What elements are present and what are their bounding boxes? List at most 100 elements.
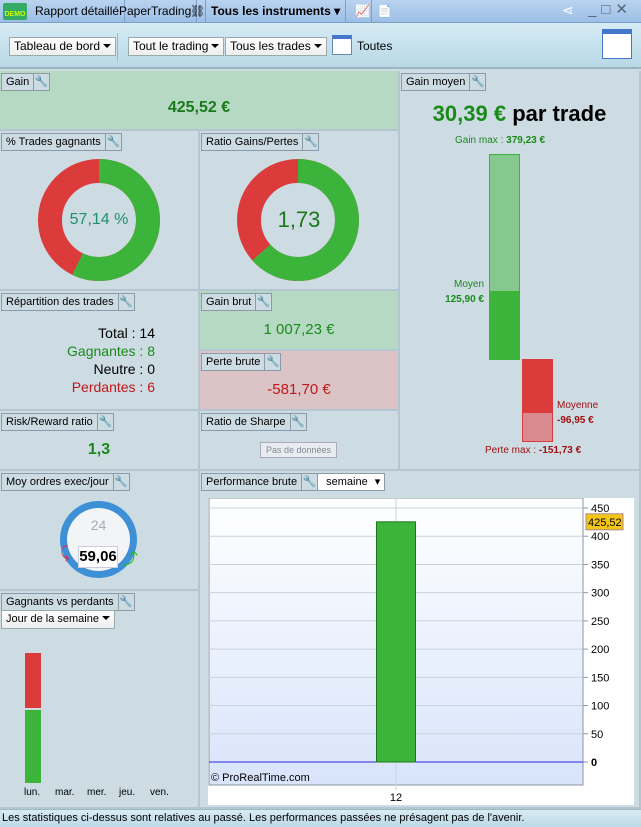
toolbar: Tableau de bord Tout le trading Tous les…	[0, 23, 641, 69]
risk-header: Risk/Reward ratio 🔧	[1, 413, 114, 431]
window-controls[interactable]: _□✕	[588, 1, 633, 18]
gross-gain-value: 1 007,23 €	[263, 321, 335, 338]
tab-bar: DEMO Rapport détaillé PaperTrading ⛓ Tou…	[0, 0, 641, 23]
gain-avg-label: Moyen	[453, 279, 484, 290]
gain-max-value: 379,23 €	[506, 135, 546, 146]
wrench-icon[interactable]: 🔧	[264, 354, 280, 370]
view-dropdown[interactable]: Tableau de bord	[9, 37, 117, 56]
gross-loss-value: -581,70 €	[267, 381, 331, 398]
tab-rapport[interactable]: Rapport détaillé	[30, 0, 126, 23]
wrench-icon[interactable]: 🔧	[117, 294, 133, 310]
orders-value: 59,06	[78, 546, 118, 568]
y-tick-label: 300	[591, 588, 609, 600]
gain-max-label: Gain max :	[455, 135, 504, 146]
add-chart-icon[interactable]: 📈	[350, 0, 372, 23]
ratio-header: Ratio Gains/Pertes 🔧	[201, 133, 320, 151]
demo-logo: DEMO	[3, 3, 27, 20]
gross-gain-title: Gain brut	[206, 296, 252, 308]
avg-gain-header: Gain moyen 🔧	[401, 73, 487, 91]
link-icon[interactable]: ⛓	[190, 0, 206, 23]
trades-dropdown[interactable]: Tous les trades	[225, 37, 327, 56]
last-value-badge	[585, 513, 624, 531]
share-icon[interactable]: ⋖	[562, 2, 574, 18]
period-label: semaine	[326, 476, 368, 488]
ratio-value: 1,73	[277, 207, 321, 232]
gain-avg-bar	[489, 291, 520, 360]
y-tick-label: 250	[591, 616, 609, 628]
avg-gain-title: Gain moyen	[406, 76, 466, 88]
win-bar-lun	[25, 710, 41, 783]
orders-panel: Moy ordres exec/jour 🔧 24 ⤹ 59,06 ⤴	[0, 471, 200, 591]
y-tick-label: 50	[591, 729, 603, 741]
status-bar: Les statistiques ci-dessus sont relative…	[0, 809, 641, 827]
ratio-title: Ratio Gains/Pertes	[206, 136, 299, 148]
performance-chart: 0 50 100 150 200 250 300 350 400 450 12 425,52 © Pro…	[208, 498, 624, 804]
repartition-title: Répartition des trades	[6, 296, 114, 308]
gross-gain-panel: Gain brut 🔧 1 007,23 €	[200, 291, 400, 351]
wrench-icon[interactable]: 🔧	[302, 134, 318, 150]
ratio-donut	[237, 159, 359, 281]
instruments-label: Tous les instruments	[211, 4, 331, 18]
avg-gain-suffix: par trade	[512, 101, 607, 126]
wrench-icon[interactable]: 🔧	[104, 134, 121, 150]
gain-max-bar	[489, 154, 520, 292]
calendar-icon[interactable]	[332, 35, 352, 55]
loss-avg-bar	[522, 359, 553, 413]
wl-header: Gagnants vs perdants 🔧	[1, 593, 135, 611]
day-label: mer.	[87, 787, 107, 798]
weekday-dropdown[interactable]: Jour de la semaine	[1, 610, 115, 629]
dashboard-settings-icon[interactable]	[602, 29, 632, 59]
loss-max-value: -151,73 €	[538, 445, 582, 456]
loss-max-bar	[522, 412, 553, 442]
wrench-icon[interactable]: 🔧	[289, 414, 305, 430]
period-label[interactable]: Toutes	[357, 39, 393, 53]
day-label: jeu.	[119, 787, 136, 798]
gross-loss-title: Perte brute	[206, 356, 261, 368]
wrench-icon[interactable]: 🔧	[96, 414, 113, 430]
day-label: lun.	[24, 787, 41, 798]
y-tick-label: 200	[591, 644, 609, 656]
y-tick-label: 100	[591, 701, 609, 713]
y-tick-label: 400	[591, 531, 609, 543]
tab-papertrading[interactable]: PaperTrading	[114, 0, 198, 23]
ratio-panel: Ratio Gains/Pertes 🔧 1,73	[200, 131, 400, 291]
loss-bar-lun	[25, 653, 41, 708]
risk-title: Risk/Reward ratio	[6, 416, 93, 428]
perf-panel: Performance brute 🔧 semaine ▾ 0 50 100 150 200…	[200, 471, 641, 809]
sharpe-header: Ratio de Sharpe 🔧	[201, 413, 307, 431]
win-pct-header: % Trades gagnants 🔧	[1, 133, 122, 151]
x-tick-label: 12	[390, 792, 402, 804]
repartition-header: Répartition des trades 🔧	[1, 293, 135, 311]
donut-win-slice	[237, 159, 359, 281]
risk-panel: Risk/Reward ratio 🔧 1,3	[0, 411, 200, 471]
wrench-icon[interactable]: 🔧	[33, 74, 49, 90]
y-tick-label: 150	[591, 672, 609, 684]
wrench-icon[interactable]: 🔧	[301, 474, 317, 490]
wrench-icon[interactable]: 🔧	[255, 294, 271, 310]
avg-gain-value: 30,39 €	[432, 101, 507, 126]
donut-win-slice	[38, 159, 160, 281]
copyright: © ProRealTime.com	[211, 772, 310, 784]
instruments-dropdown[interactable]: Tous les instruments ▾	[206, 0, 347, 23]
wrench-icon[interactable]: 🔧	[112, 474, 129, 490]
sharpe-title: Ratio de Sharpe	[206, 416, 286, 428]
period-dropdown[interactable]: semaine ▾	[317, 474, 385, 490]
neutral-trades: Neutre : 0	[93, 361, 155, 377]
day-label: mar.	[55, 787, 75, 798]
win-pct-donut	[38, 159, 160, 281]
down-arrow-icon: ⤹	[60, 545, 70, 562]
wrench-icon[interactable]: 🔧	[469, 74, 485, 90]
bar	[376, 521, 416, 763]
wrench-icon[interactable]: 🔧	[117, 594, 133, 610]
gain-avg-value: 125,90 €	[445, 294, 484, 305]
losing-trades: Perdantes : 6	[71, 379, 155, 395]
win-pct-panel: % Trades gagnants 🔧 57,14 %	[0, 131, 200, 291]
no-data-button[interactable]: Pas de données	[260, 442, 338, 458]
loss-avg-label: Moyenne	[557, 400, 599, 411]
y-tick-label: 450	[591, 503, 609, 515]
scope-dropdown[interactable]: Tout le trading	[128, 37, 225, 56]
loss-max-label: Perte max :	[485, 445, 537, 456]
gain-title: Gain	[6, 76, 30, 88]
winning-trades: Gagnantes : 8	[67, 343, 155, 359]
document-icon[interactable]: 📄	[377, 4, 392, 18]
